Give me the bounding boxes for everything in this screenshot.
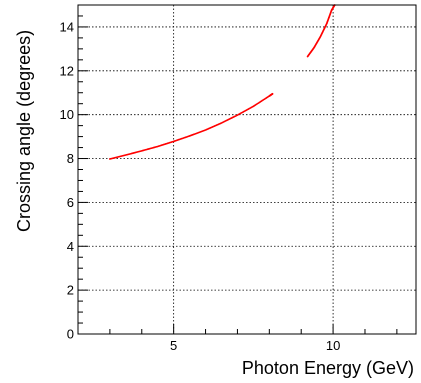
y-tick-label: 2 bbox=[67, 283, 74, 298]
x-axis-title: Photon Energy (GeV) bbox=[242, 358, 414, 378]
y-tick-label: 14 bbox=[60, 19, 74, 34]
axes: 5 10 0 2 4 6 8 10 12 14 bbox=[60, 4, 417, 353]
y-tick-label: 10 bbox=[60, 107, 74, 122]
y-tick-label: 8 bbox=[67, 151, 74, 166]
x-tick-label: 5 bbox=[170, 338, 177, 353]
grid bbox=[78, 5, 416, 334]
y-tick-label: 12 bbox=[60, 63, 74, 78]
y-axis-title: Crossing angle (degrees) bbox=[14, 30, 34, 232]
y-tick-label: 6 bbox=[67, 195, 74, 210]
x-tick-label: 10 bbox=[326, 338, 340, 353]
data-point bbox=[271, 92, 274, 95]
y-tick-label: 4 bbox=[67, 239, 74, 254]
data-series bbox=[108, 4, 336, 160]
y-tick-label: 0 bbox=[67, 327, 74, 342]
